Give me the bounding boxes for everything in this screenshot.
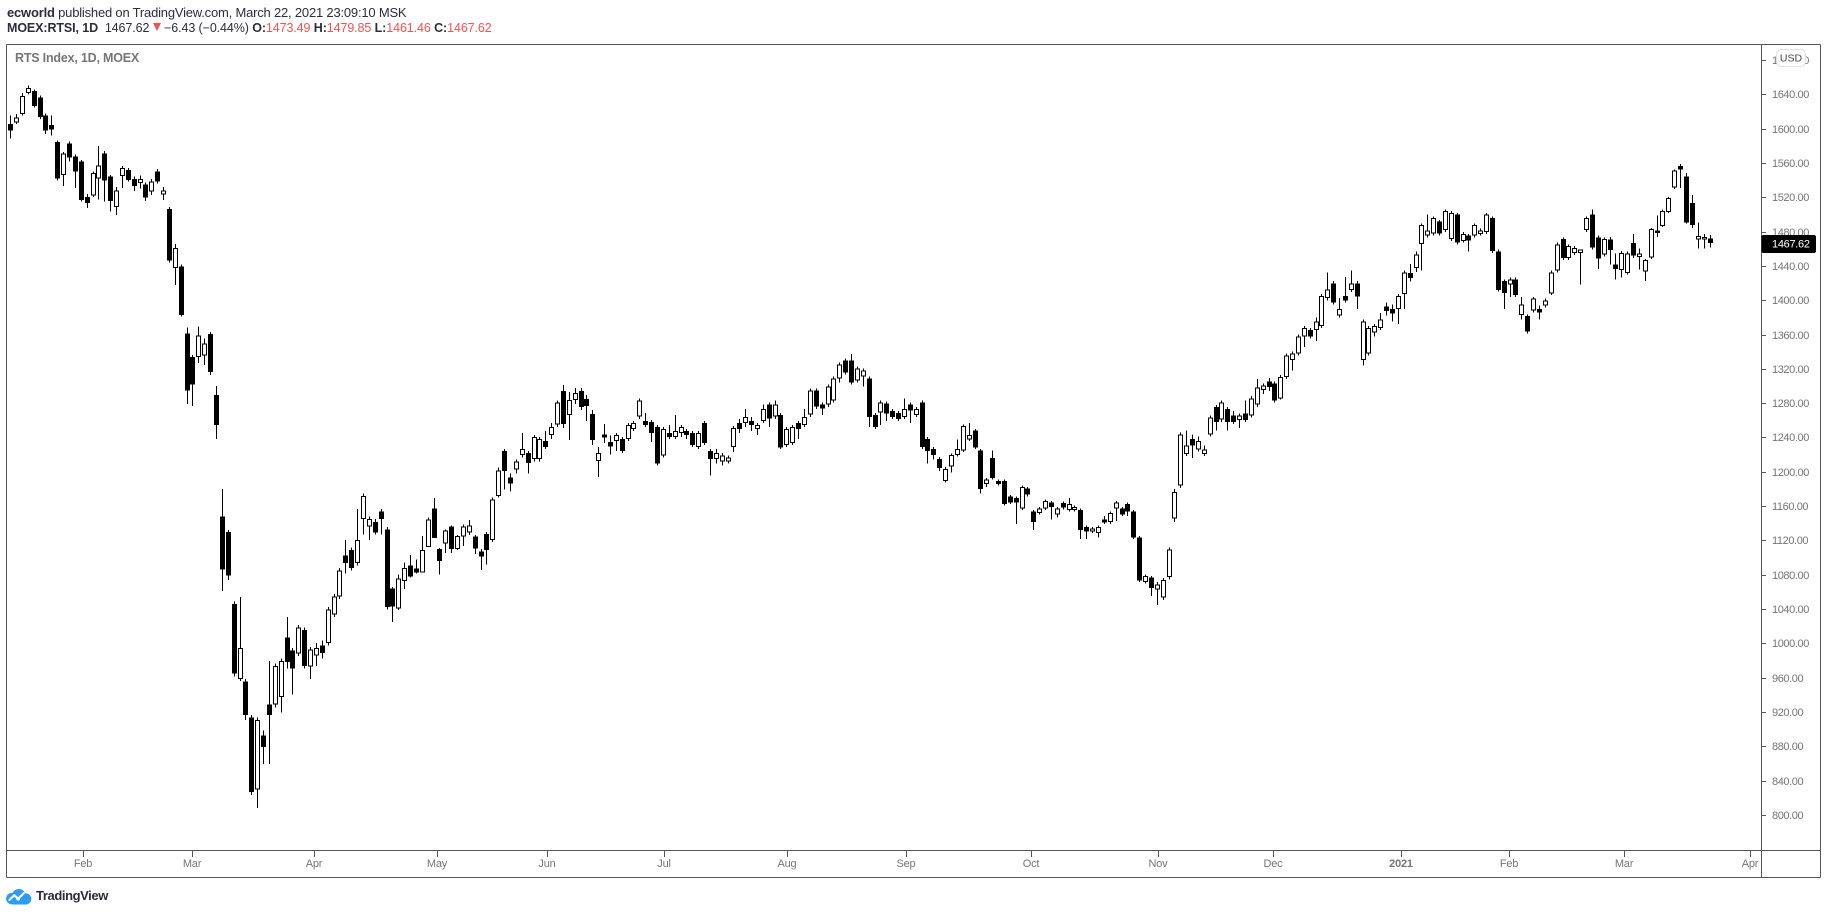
svg-text:1520.00: 1520.00 bbox=[1772, 192, 1809, 204]
svg-text:1640.00: 1640.00 bbox=[1772, 89, 1809, 101]
svg-text:Apr: Apr bbox=[1742, 858, 1759, 870]
svg-text:1560.00: 1560.00 bbox=[1772, 158, 1809, 170]
svg-text:2021: 2021 bbox=[1389, 858, 1413, 870]
svg-text:Oct: Oct bbox=[1023, 858, 1040, 870]
svg-text:920.00: 920.00 bbox=[1772, 707, 1804, 719]
svg-text:1320.00: 1320.00 bbox=[1772, 364, 1809, 376]
svg-text:Mar: Mar bbox=[183, 858, 202, 870]
svg-text:1400.00: 1400.00 bbox=[1772, 295, 1809, 307]
svg-text:Jul: Jul bbox=[657, 858, 670, 870]
svg-text:1120.00: 1120.00 bbox=[1772, 535, 1808, 547]
svg-text:May: May bbox=[427, 858, 448, 870]
svg-text:1040.00: 1040.00 bbox=[1772, 604, 1809, 616]
svg-text:1080.00: 1080.00 bbox=[1772, 570, 1809, 582]
svg-text:960.00: 960.00 bbox=[1772, 673, 1804, 685]
svg-text:1467.62: 1467.62 bbox=[1772, 239, 1810, 251]
svg-text:USD: USD bbox=[1780, 53, 1803, 65]
svg-text:Dec: Dec bbox=[1264, 858, 1284, 870]
svg-text:1360.00: 1360.00 bbox=[1772, 330, 1809, 342]
svg-text:Feb: Feb bbox=[1500, 858, 1518, 870]
svg-text:1600.00: 1600.00 bbox=[1772, 124, 1809, 136]
svg-text:Feb: Feb bbox=[74, 858, 92, 870]
svg-text:Sep: Sep bbox=[897, 858, 916, 870]
svg-text:Nov: Nov bbox=[1149, 858, 1169, 870]
svg-text:Jun: Jun bbox=[538, 858, 555, 870]
svg-text:840.00: 840.00 bbox=[1772, 776, 1804, 788]
svg-text:880.00: 880.00 bbox=[1772, 741, 1804, 753]
svg-text:Aug: Aug bbox=[778, 858, 797, 870]
svg-text:1440.00: 1440.00 bbox=[1772, 261, 1809, 273]
svg-text:Mar: Mar bbox=[1615, 858, 1634, 870]
svg-text:1200.00: 1200.00 bbox=[1772, 467, 1809, 479]
svg-text:1160.00: 1160.00 bbox=[1772, 501, 1808, 513]
svg-text:1000.00: 1000.00 bbox=[1772, 638, 1809, 650]
svg-text:Apr: Apr bbox=[306, 858, 323, 870]
svg-text:800.00: 800.00 bbox=[1772, 810, 1804, 822]
svg-text:1280.00: 1280.00 bbox=[1772, 398, 1809, 410]
svg-text:1240.00: 1240.00 bbox=[1772, 432, 1809, 444]
